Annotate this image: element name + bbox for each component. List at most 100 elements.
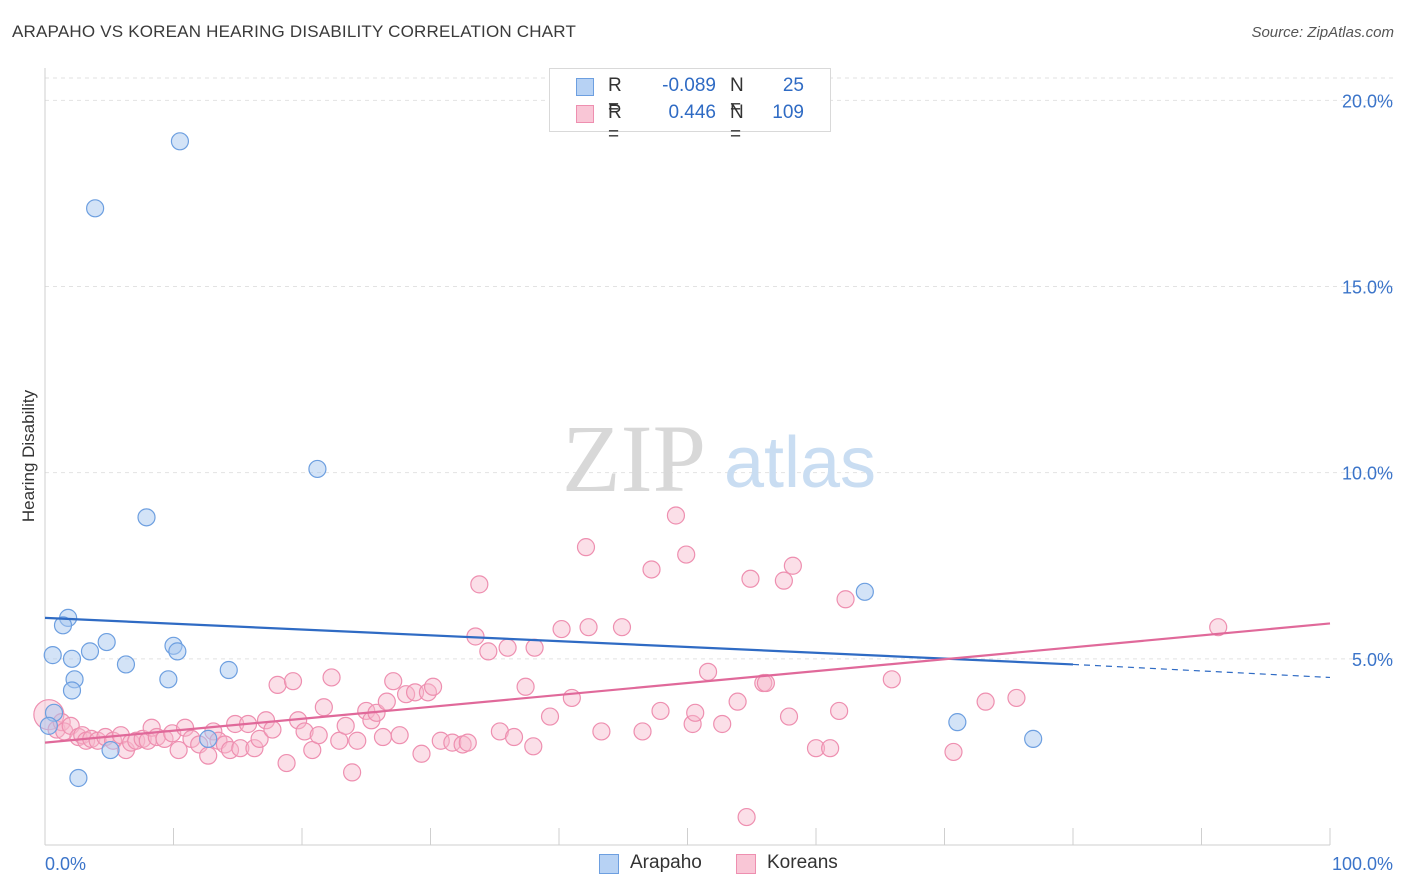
korean-point	[458, 733, 477, 752]
legend-label: Arapaho	[630, 852, 702, 873]
korean-point	[612, 618, 632, 637]
y-axis-label: Hearing Disability	[19, 389, 38, 522]
korean-point	[806, 739, 826, 758]
korean-point	[295, 722, 314, 741]
korean-point	[390, 726, 409, 745]
korean-point	[384, 672, 403, 691]
arapaho-point	[69, 768, 88, 788]
korean-point	[525, 638, 544, 657]
arapaho-point	[948, 713, 967, 732]
korean-point	[830, 701, 849, 721]
korean-point	[783, 556, 802, 575]
korean-point	[774, 571, 793, 590]
legend-swatch-arapaho	[599, 854, 619, 874]
korean-point	[821, 739, 840, 758]
korean-point	[263, 720, 282, 739]
arapaho-trend-extension	[1072, 663, 1331, 679]
koreans-points	[33, 506, 1228, 827]
korean-point	[686, 703, 705, 722]
y-tick-labels: 5.0% 10.0% 15.0% 20.0%	[1342, 91, 1393, 669]
arapaho-point	[43, 646, 62, 665]
korean-point	[479, 642, 498, 661]
watermark-zip: ZIP	[562, 405, 706, 512]
korean-point	[579, 618, 598, 637]
korean-point	[677, 545, 696, 564]
korean-point	[322, 668, 341, 687]
korean-point	[377, 692, 396, 711]
arapaho-point	[80, 642, 100, 661]
axes	[44, 68, 1331, 846]
arapaho-point	[39, 716, 58, 735]
x-tick-labels: 0.0% 100.0%	[45, 854, 1393, 874]
n-label: N =	[730, 102, 744, 145]
arapaho-point	[86, 199, 105, 218]
korean-point	[713, 714, 732, 734]
korean-point	[540, 707, 560, 726]
n-label: N =	[730, 75, 744, 118]
korean-point	[412, 744, 431, 763]
arapaho-point	[116, 655, 136, 674]
korean-point	[215, 735, 234, 754]
korean-point	[169, 740, 188, 760]
korean-point	[944, 742, 963, 762]
korean-point	[283, 672, 303, 691]
korean-point	[498, 638, 517, 657]
legend-swatch-arapaho	[576, 78, 594, 96]
y-tick-label: 20.0%	[1342, 91, 1393, 111]
korean-point	[231, 739, 250, 758]
watermark-atlas: atlas	[724, 423, 876, 503]
r-value: -0.089	[662, 75, 716, 96]
y-tick-label: 15.0%	[1342, 278, 1393, 298]
korean-point	[423, 677, 443, 696]
n-value: 109	[772, 102, 804, 123]
x-tick-label: 0.0%	[45, 854, 86, 874]
arapaho-point	[219, 660, 238, 680]
gridlines	[45, 77, 1393, 660]
korean-point	[1209, 618, 1228, 637]
korean-point	[552, 619, 571, 639]
arapaho-point	[170, 132, 190, 151]
r-value: 0.446	[668, 102, 716, 123]
arapaho-point	[855, 582, 874, 601]
korean-point	[737, 807, 756, 827]
korean-point	[779, 707, 799, 726]
korean-point	[666, 506, 686, 525]
korean-point	[470, 575, 489, 594]
r-label: R =	[608, 75, 622, 118]
korean-point	[728, 692, 747, 711]
arapaho-trend-line	[44, 616, 1074, 666]
koreans-trend-line	[44, 622, 1331, 744]
r-label: R =	[608, 102, 622, 145]
stats-legend: R = -0.089 N = 25 R = 0.446 N = 109	[549, 68, 831, 145]
trend-lines	[44, 616, 1331, 744]
korean-point	[418, 683, 438, 702]
arapaho-point	[97, 632, 116, 652]
y-tick-label: 10.0%	[1342, 464, 1393, 484]
y-tick-label: 5.0%	[1352, 650, 1393, 670]
korean-point	[314, 698, 333, 717]
korean-point	[309, 726, 328, 745]
korean-point	[976, 692, 995, 711]
korean-point	[343, 763, 362, 782]
korean-point	[199, 746, 218, 765]
korean-point	[516, 677, 535, 696]
arapaho-points	[39, 132, 1043, 788]
x-tick-label: 100.0%	[1332, 854, 1393, 874]
korean-point	[756, 673, 775, 693]
korean-point	[431, 731, 450, 750]
legend-label: Koreans	[767, 852, 838, 873]
arapaho-point	[62, 681, 82, 700]
korean-point	[504, 727, 524, 747]
korean-point	[562, 688, 581, 708]
korean-point	[882, 670, 901, 689]
korean-point	[277, 753, 296, 773]
series-legend: Arapaho Koreans	[0, 852, 1406, 878]
korean-point	[245, 739, 264, 758]
korean-point	[651, 701, 670, 721]
korean-point	[405, 683, 425, 702]
korean-point	[836, 590, 855, 609]
korean-point	[576, 538, 596, 557]
korean-point	[698, 662, 718, 681]
source-credit: Source: ZipAtlas.com	[1251, 24, 1394, 41]
